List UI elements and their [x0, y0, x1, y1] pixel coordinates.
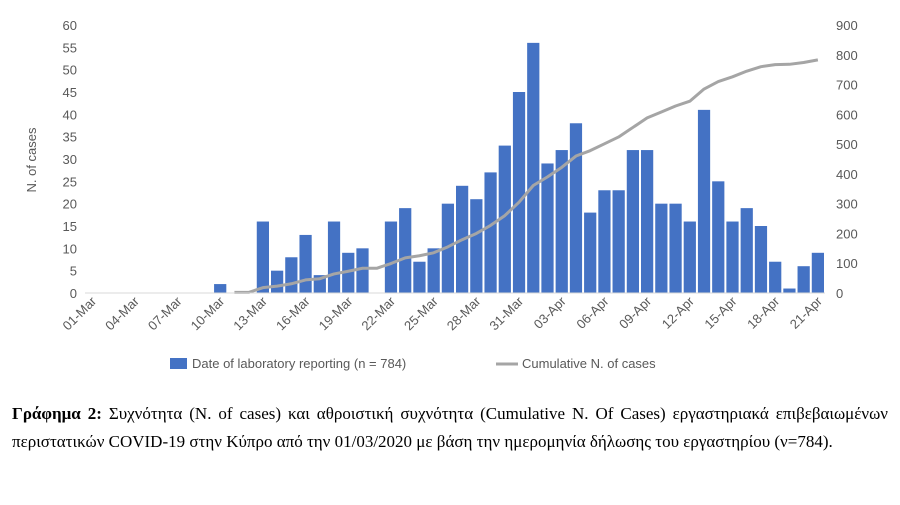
right-tick-label: 0	[836, 286, 843, 301]
x-tick-label: 31-Mar	[486, 293, 526, 333]
legend-bar-swatch	[170, 358, 187, 369]
bar	[342, 252, 355, 293]
x-axis-ticks: 01-Mar 04-Mar 07-Mar 10-Mar 13-Mar 16-Mar 19-M…	[60, 293, 826, 333]
bar	[811, 252, 824, 293]
right-tick-label: 300	[836, 197, 858, 212]
caption-text: Συχνότητα (N. of cases) και αθροιστική σ…	[12, 404, 888, 451]
legend-line-label: Cumulative N. of cases	[522, 356, 656, 371]
right-tick-label: 600	[836, 107, 858, 122]
right-axis-ticks: 0 100 200 300 400 500 600 700 800 900	[836, 18, 858, 301]
x-tick-label: 28-Mar	[444, 293, 484, 333]
x-tick-label: 13-Mar	[230, 293, 270, 333]
right-tick-label: 400	[836, 167, 858, 182]
x-tick-label: 03-Apr	[531, 293, 570, 332]
bar	[327, 221, 341, 293]
bar	[484, 172, 497, 293]
x-tick-label: 21-Apr	[787, 293, 826, 332]
bar	[740, 208, 753, 293]
left-tick-label: 15	[63, 219, 77, 234]
bar	[641, 150, 654, 293]
bar	[783, 288, 796, 293]
bar	[470, 199, 483, 293]
cumulative-line	[234, 58, 819, 294]
x-tick-label: 12-Apr	[659, 293, 698, 332]
x-tick-label: 04-Mar	[102, 293, 142, 333]
bar	[598, 190, 611, 293]
left-tick-label: 5	[70, 264, 77, 279]
bar	[612, 190, 625, 293]
left-tick-label: 35	[63, 130, 77, 145]
x-tick-label: 18-Apr	[744, 293, 783, 332]
bar	[413, 261, 426, 293]
bar	[498, 145, 511, 293]
bar	[512, 92, 526, 293]
bar	[285, 257, 298, 293]
bar	[712, 181, 725, 293]
line-series-layer	[234, 58, 819, 294]
bar	[356, 248, 369, 293]
bar	[655, 203, 668, 293]
figure-caption: Γράφημα 2: Συχνότητα (N. of cases) και α…	[12, 400, 888, 456]
bar	[427, 248, 440, 293]
right-tick-label: 700	[836, 78, 858, 93]
x-tick-label: 19-Mar	[316, 293, 356, 333]
right-tick-label: 200	[836, 226, 858, 241]
legend: Date of laboratory reporting (n = 784) C…	[170, 356, 656, 371]
bar	[214, 284, 227, 293]
bar	[797, 266, 810, 293]
bar	[726, 221, 739, 293]
x-tick-label: 06-Apr	[573, 293, 612, 332]
chart: 0 5 10 15 20 25 30 35 40 45 50 55 60 0 100 200 300 400 50…	[24, 18, 858, 371]
left-tick-label: 60	[63, 18, 77, 33]
bar	[584, 212, 597, 293]
right-tick-label: 900	[836, 18, 858, 33]
left-tick-label: 40	[63, 107, 77, 122]
x-tick-label: 15-Apr	[701, 293, 740, 332]
bar	[669, 203, 682, 293]
bar	[769, 261, 782, 293]
caption-label: Γράφημα 2:	[12, 404, 102, 423]
left-tick-label: 0	[70, 286, 77, 301]
bar	[626, 150, 639, 293]
x-tick-label: 25-Mar	[401, 293, 441, 333]
x-tick-label: 22-Mar	[358, 293, 398, 333]
legend-bar-label: Date of laboratory reporting (n = 784)	[192, 356, 406, 371]
left-tick-label: 25	[63, 174, 77, 189]
left-tick-label: 10	[63, 241, 77, 256]
bar	[569, 123, 583, 294]
bar	[299, 234, 312, 293]
bar	[527, 42, 540, 294]
bar	[555, 150, 568, 293]
bar	[399, 208, 412, 293]
left-tick-label: 55	[63, 40, 77, 55]
right-tick-label: 100	[836, 256, 858, 271]
bar-series	[214, 42, 824, 294]
bar	[541, 163, 554, 293]
x-tick-label: 10-Mar	[188, 293, 228, 333]
bar	[384, 221, 398, 293]
left-tick-label: 50	[63, 63, 77, 78]
x-tick-label: 09-Apr	[616, 293, 655, 332]
right-tick-label: 500	[836, 137, 858, 152]
x-tick-label: 16-Mar	[273, 293, 313, 333]
x-tick-label: 01-Mar	[60, 293, 100, 333]
bar	[271, 270, 284, 293]
left-tick-label: 45	[63, 85, 77, 100]
x-tick-label: 07-Mar	[145, 293, 185, 333]
bar	[754, 226, 768, 293]
bar	[697, 109, 711, 294]
y-axis-label: N. of cases	[24, 127, 39, 193]
bar	[256, 221, 269, 293]
left-tick-label: 30	[63, 152, 77, 167]
left-axis-ticks: 0 5 10 15 20 25 30 35 40 45 50 55 60	[63, 18, 77, 301]
bar	[683, 221, 696, 293]
right-tick-label: 800	[836, 48, 858, 63]
left-tick-label: 20	[63, 197, 77, 212]
